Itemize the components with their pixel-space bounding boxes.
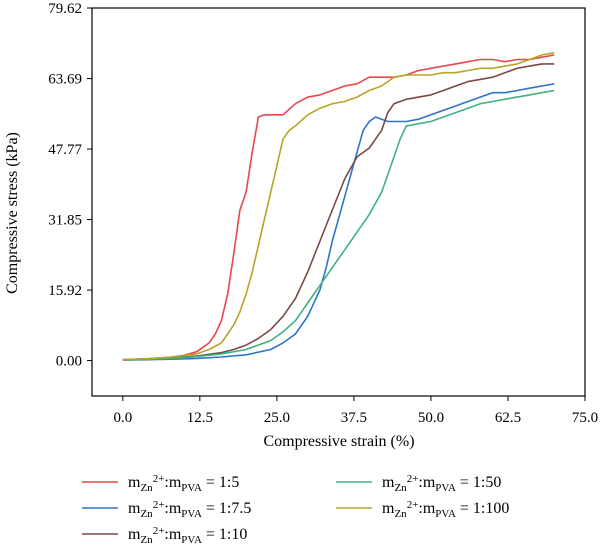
y-axis-label: Compressive stress (kPa) — [4, 132, 21, 294]
y-tick-label: 79.62 — [48, 1, 82, 17]
y-tick-label: 31.85 — [48, 213, 82, 229]
legend-label: mZn2+:mPVA = 1:100 — [382, 499, 509, 520]
y-tick-label: 15.92 — [48, 283, 82, 299]
x-tick-label: 75.0 — [572, 410, 598, 426]
legend-label: mZn2+:mPVA = 1:7.5 — [128, 499, 251, 520]
legend-item-3: mZn2+:mPVA = 1:10 — [82, 525, 247, 546]
legend: mZn2+:mPVA = 1:5 mZn2+:mPVA = 1:7.5 mZn2+:… — [82, 473, 509, 546]
x-tick-label: 25.0 — [264, 410, 290, 426]
series-line-2 — [122, 83, 555, 361]
series-line-1 — [122, 54, 555, 361]
x-tick-label: 0.0 — [113, 410, 132, 426]
axis-ticks: 0.0 12.5 25.0 37.5 50.0 62.5 75.0 0.00 15.92 31.8… — [48, 1, 598, 426]
y-tick-label: 0.00 — [56, 354, 82, 370]
plot-frame — [91, 7, 586, 397]
legend-label: mZn2+:mPVA = 1:5 — [128, 473, 239, 494]
series-line-5 — [122, 52, 555, 361]
x-tick-label: 12.5 — [187, 410, 213, 426]
x-tick-label: 37.5 — [341, 410, 367, 426]
x-tick-label: 50.0 — [418, 410, 444, 426]
series-line-4 — [122, 89, 555, 361]
series-line-3 — [122, 63, 555, 361]
y-tick-label: 63.69 — [48, 72, 82, 88]
y-tick-label: 47.77 — [48, 142, 82, 158]
legend-item-2: mZn2+:mPVA = 1:7.5 — [82, 499, 251, 520]
x-tick-label: 62.5 — [495, 410, 521, 426]
legend-item-1: mZn2+:mPVA = 1:5 — [82, 473, 239, 494]
x-axis-label: Compressive strain (%) — [263, 433, 414, 450]
legend-item-4: mZn2+:mPVA = 1:50 — [336, 473, 501, 494]
legend-item-5: mZn2+:mPVA = 1:100 — [336, 499, 509, 520]
legend-label: mZn2+:mPVA = 1:50 — [382, 473, 501, 494]
series-lines — [122, 52, 555, 361]
plot-area-border — [91, 7, 586, 397]
legend-label: mZn2+:mPVA = 1:10 — [128, 525, 247, 546]
